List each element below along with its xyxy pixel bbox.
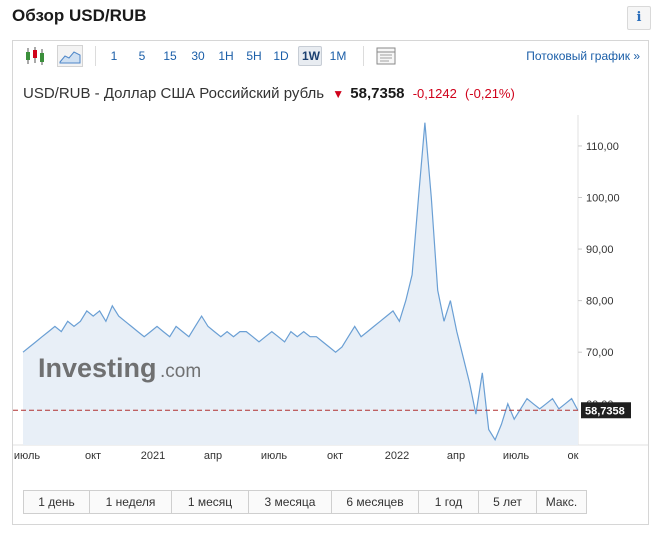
x-tick-label: окт — [85, 450, 101, 462]
y-tick-label: 70,00 — [586, 347, 614, 359]
x-tick-label: апр — [447, 450, 465, 462]
chart-widget: 1 5 15 30 1H 5H 1D 1W 1M Потоковый графи… — [12, 40, 649, 525]
x-tick-label: апр — [204, 450, 222, 462]
page-title: Обзор USD/RUB — [12, 6, 147, 25]
last-price-tag-label: 58,7358 — [585, 405, 625, 417]
x-tick-label: 2021 — [141, 450, 165, 462]
table-view-icon[interactable] — [375, 45, 397, 67]
range-6-months[interactable]: 6 месяцев — [332, 491, 419, 513]
x-tick-label: июль — [261, 450, 288, 462]
y-tick-label: 90,00 — [586, 244, 614, 256]
y-tick-label: 110,00 — [586, 141, 619, 153]
y-tick-label: 80,00 — [586, 296, 614, 308]
streaming-chart-link[interactable]: Потоковый график » — [526, 49, 640, 63]
range-1-year[interactable]: 1 год — [419, 491, 479, 513]
last-price: 58,7358 — [350, 85, 405, 102]
interval-1m[interactable]: 1M — [329, 49, 347, 63]
x-tick-label: июль — [14, 450, 41, 462]
x-tick-label: 2022 — [385, 450, 409, 462]
x-tick-label: ок — [568, 450, 579, 462]
interval-5[interactable]: 5 — [138, 49, 146, 63]
interval-1h[interactable]: 1H — [218, 49, 234, 63]
range-3-months[interactable]: 3 месяца — [249, 491, 332, 513]
price-change: -0,1242 — [412, 86, 457, 101]
price-change-percent: (-0,21%) — [464, 86, 515, 101]
interval-30[interactable]: 30 — [191, 49, 205, 63]
range-max[interactable]: Макс. — [537, 491, 586, 513]
quote-header: USD/RUB - Доллар США Российский рубль ▼ … — [23, 85, 515, 102]
interval-1w[interactable]: 1W — [298, 46, 322, 66]
range-1-day[interactable]: 1 день — [24, 491, 90, 513]
y-tick-label: 100,00 — [586, 193, 620, 205]
toolbar-divider — [363, 46, 364, 66]
interval-15[interactable]: 15 — [163, 49, 177, 63]
instrument-name: USD/RUB - Доллар США Российский рубль — [23, 85, 325, 102]
info-button[interactable]: i — [627, 6, 651, 30]
price-down-arrow-icon: ▼ — [332, 87, 345, 101]
watermark-suffix: .com — [160, 361, 201, 382]
chart-canvas[interactable]: Investing .com 60,0058,7358 70,0080,0090… — [13, 115, 648, 465]
candlestick-chart-icon[interactable] — [23, 45, 47, 67]
toolbar-divider — [95, 46, 96, 66]
last-price-tag — [581, 402, 631, 419]
range-1-month[interactable]: 1 месяц — [172, 491, 249, 513]
x-tick-label: окт — [327, 450, 343, 462]
interval-5h[interactable]: 5H — [246, 49, 262, 63]
chart-toolbar: 1 5 15 30 1H 5H 1D 1W 1M Потоковый графи… — [13, 41, 648, 71]
interval-1[interactable]: 1 — [110, 49, 118, 63]
range-1-week[interactable]: 1 неделя — [90, 491, 172, 513]
price-chart[interactable]: Investing .com 60,0058,7358 70,0080,0090… — [13, 115, 648, 465]
watermark-brand: Investing — [38, 353, 157, 383]
time-range-selector: 1 день 1 неделя 1 месяц 3 месяца 6 месяц… — [23, 490, 587, 514]
interval-1d[interactable]: 1D — [273, 49, 289, 63]
series-line — [22, 122, 579, 442]
area-chart-icon[interactable] — [57, 45, 83, 67]
series-area-fill — [23, 122, 578, 445]
range-5-years[interactable]: 5 лет — [479, 491, 537, 513]
x-tick-label: июль — [503, 450, 530, 462]
